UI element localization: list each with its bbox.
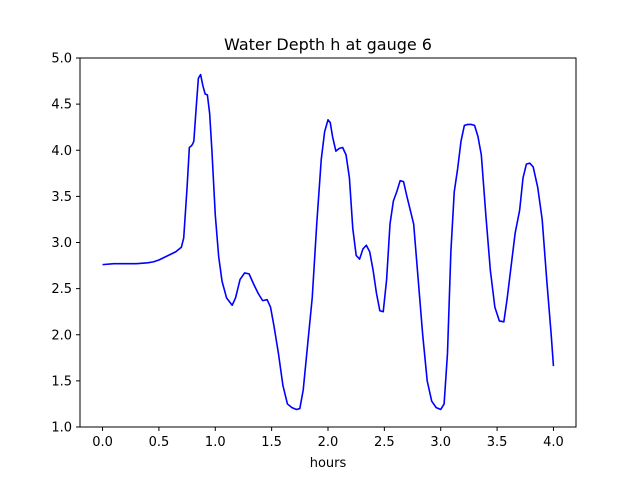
y-tick-label: 1.5 bbox=[51, 374, 72, 389]
y-tick-label: 5.0 bbox=[51, 52, 72, 67]
x-axis: 0.0 0.5 1.0 1.5 2.0 2.5 3.0 3.5 4.0 bbox=[92, 427, 564, 450]
x-tick-label: 2.0 bbox=[318, 435, 339, 450]
y-tick-label: 3.5 bbox=[51, 190, 72, 205]
x-tick-label: 0.0 bbox=[92, 435, 113, 450]
x-tick-label: 3.0 bbox=[430, 435, 451, 450]
y-tick-label: 1.0 bbox=[51, 421, 72, 436]
x-tick-label: 3.5 bbox=[487, 435, 508, 450]
y-axis: 1.0 1.5 2.0 2.5 3.0 3.5 4.0 4.5 5.0 bbox=[51, 52, 80, 436]
y-tick-label: 4.5 bbox=[51, 98, 72, 113]
x-tick-label: 2.5 bbox=[374, 435, 395, 450]
y-tick-label: 4.0 bbox=[51, 144, 72, 159]
y-tick-label: 2.0 bbox=[51, 328, 72, 343]
plot-background bbox=[80, 58, 576, 427]
y-tick-label: 3.0 bbox=[51, 236, 72, 251]
y-tick-label: 2.5 bbox=[51, 282, 72, 297]
x-tick-label: 0.5 bbox=[149, 435, 170, 450]
x-axis-title: hours bbox=[310, 456, 347, 471]
x-tick-label: 1.0 bbox=[205, 435, 226, 450]
plot-area bbox=[79, 57, 577, 428]
x-tick-label: 4.0 bbox=[543, 435, 564, 450]
chart-title: Water Depth h at gauge 6 bbox=[224, 35, 432, 54]
x-tick-label: 1.5 bbox=[261, 435, 282, 450]
series-line-water-depth bbox=[102, 73, 555, 411]
